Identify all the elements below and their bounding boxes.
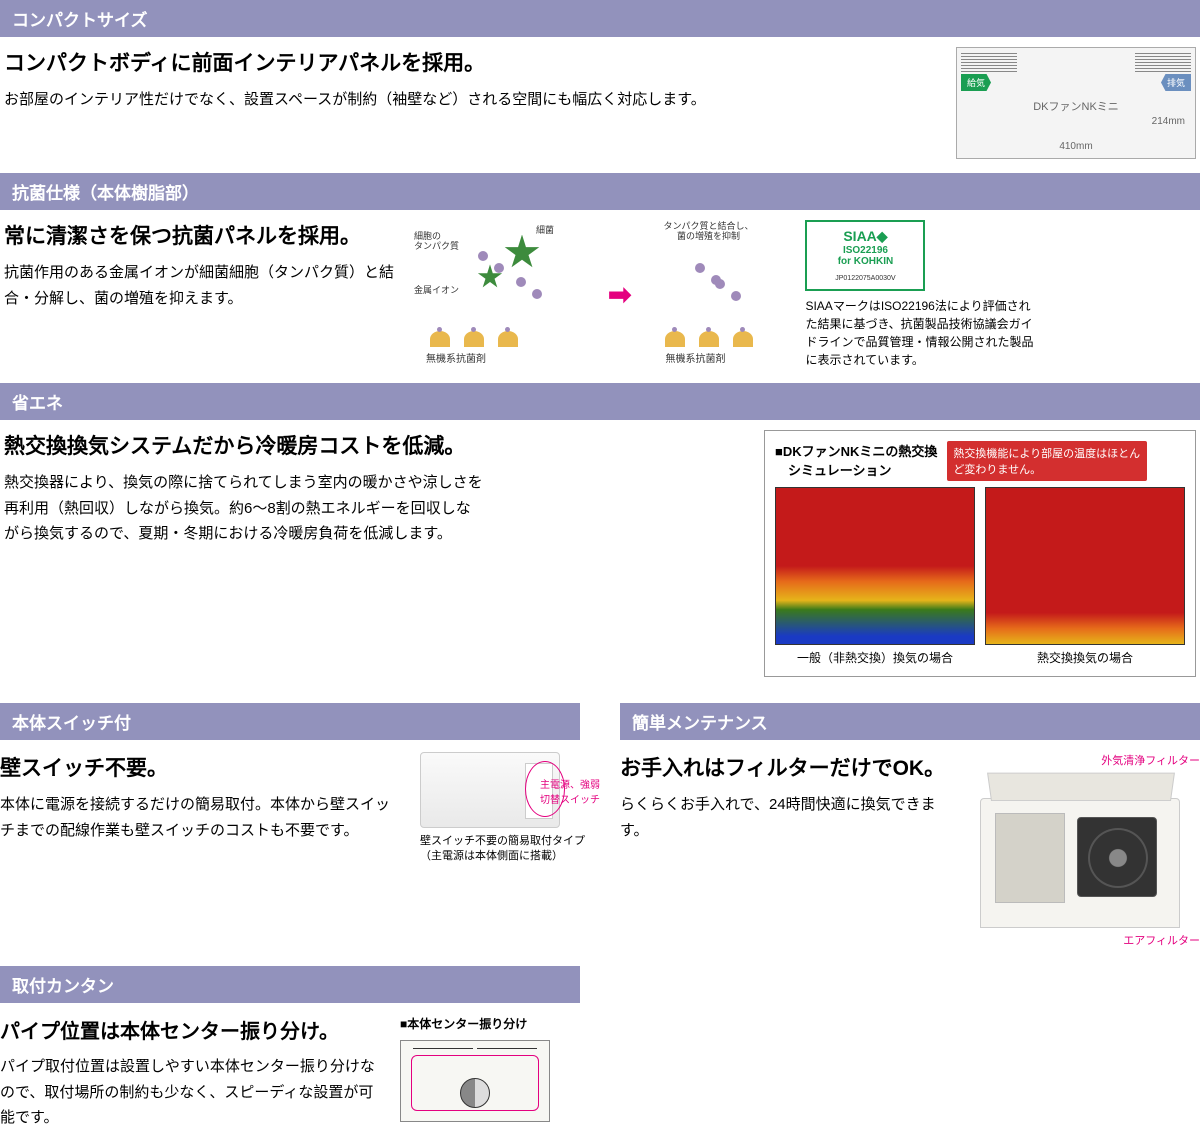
siaa-iso: ISO22196: [811, 245, 919, 256]
thermal-img-heatexchange: [985, 487, 1185, 645]
pipe-illustration: ■本体センター振り分け: [400, 1015, 580, 1131]
s1-desc: お部屋のインテリア性だけでなく、設置スペースが制約（袖壁など）される空間にも幅広…: [4, 87, 936, 113]
siaa-mark: SIAA◆ ISO22196 for KOHKIN JP0122075A0030…: [805, 220, 925, 291]
s4-title: 壁スイッチ不要。: [0, 752, 400, 782]
lbl-right: タンパク質と結合し、 菌の増殖を抑制: [663, 221, 753, 243]
sim-cap1: 一般（非熱交換）換気の場合: [775, 649, 975, 666]
product-illustration: 給気 排気 DKファンNKミニ 214mm 410mm: [956, 47, 1196, 159]
switch-caption: 壁スイッチ不要の簡易取付タイプ （主電源は本体側面に搭載）: [420, 834, 580, 865]
s5-title: お手入れはフィルターだけでOK。: [620, 752, 960, 782]
section-header-antibacterial: 抗菌仕様（本体樹脂部）: [0, 173, 1200, 210]
intake-label: 給気: [961, 74, 991, 91]
s6-desc: パイプ取付位置は設置しやすい本体センター振り分けなので、取付場所の制約も少なく、…: [0, 1054, 380, 1131]
section-header-energy: 省エネ: [0, 383, 1200, 420]
sim-title: ■DKファンNKミニの熱交換 シミュレーション: [775, 441, 937, 479]
maintenance-illustration: 外気清浄フィルター エアフィルター: [980, 752, 1200, 948]
maint-label-bottom: エアフィルター: [980, 932, 1200, 948]
lbl-protein: 細胞の タンパク質: [414, 231, 459, 253]
s4-desc: 本体に電源を接続するだけの簡易取付。本体から壁スイッチまでの配線作業も壁スイッチ…: [0, 792, 400, 843]
section-header-maintenance: 簡単メンテナンス: [620, 703, 1200, 740]
exhaust-label: 排気: [1161, 74, 1191, 91]
s6-title: パイプ位置は本体センター振り分け。: [0, 1015, 380, 1044]
maint-label-top: 外気清浄フィルター: [980, 752, 1200, 768]
product-width: 410mm: [957, 141, 1195, 152]
sim-note: 熱交換機能により部屋の温度はほとんど変わりません。: [947, 441, 1147, 481]
siaa-name: SIAA: [843, 228, 876, 244]
siaa-code: JP0122075A0030Ⅴ: [835, 275, 895, 282]
s2-desc: 抗菌作用のある金属イオンが細菌細胞（タンパク質）と結合・分解し、菌の増殖を抑えま…: [4, 260, 394, 311]
lbl-bottom-2: 無機系抗菌剤: [665, 350, 725, 365]
s3-desc: 熱交換器により、換気の際に捨てられてしまう室内の暖かさや涼しさを再利用（熱回収）…: [4, 470, 484, 547]
switch-callout-label: 主電源、強弱 切替スイッチ: [540, 776, 610, 806]
siaa-kohkin: for KOHKIN: [811, 256, 919, 267]
arrow-icon: ➡: [608, 278, 631, 311]
sim-cap2: 熱交換換気の場合: [985, 649, 1185, 666]
lbl-bottom-1: 無機系抗菌剤: [426, 350, 486, 365]
pipe-img-title: ■本体センター振り分け: [400, 1015, 580, 1032]
lbl-germ: 細菌: [536, 225, 554, 236]
product-height: 214mm: [1152, 116, 1185, 127]
lbl-ion: 金属イオン: [414, 285, 459, 296]
product-name: DKファンNKミニ: [957, 98, 1195, 114]
antibacterial-diagram: 細胞の タンパク質 細菌 金属イオン 無機系抗菌剤 ➡ タンパク質と結合し、 菌…: [414, 220, 785, 369]
thermal-simulation: ■DKファンNKミニの熱交換 シミュレーション 熱交換機能により部屋の温度はほと…: [764, 430, 1196, 677]
section-header-compact: コンパクトサイズ: [0, 0, 1200, 37]
thermal-img-normal: [775, 487, 975, 645]
s3-title: 熱交換換気システムだから冷暖房コストを低減。: [4, 430, 484, 460]
s5-desc: らくらくお手入れで、24時間快適に換気できます。: [620, 792, 960, 843]
siaa-note: SIAAマークはISO22196法により評価された結果に基づき、抗菌製品技術協議…: [805, 297, 1041, 369]
s1-title: コンパクトボディに前面インテリアパネルを採用。: [4, 47, 936, 77]
switch-illustration: 主電源、強弱 切替スイッチ 壁スイッチ不要の簡易取付タイプ （主電源は本体側面に…: [420, 752, 580, 865]
s2-title: 常に清潔さを保つ抗菌パネルを採用。: [4, 220, 394, 250]
section-header-switch: 本体スイッチ付: [0, 703, 580, 740]
section-header-install: 取付カンタン: [0, 966, 580, 1003]
